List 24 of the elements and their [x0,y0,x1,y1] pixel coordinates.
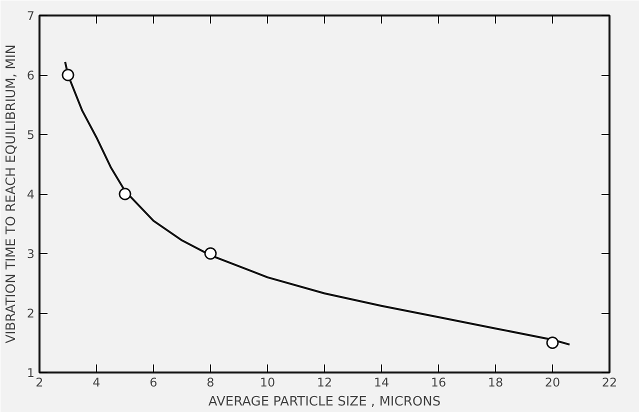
y-tick-label: 6 [26,68,35,82]
point [118,188,132,200]
x-tick-label: 8 [206,376,214,390]
x-tick-label: 22 [602,376,618,390]
x-tick-label: 20 [544,376,560,390]
y-tick-label: 5 [26,128,35,142]
y-axis-title: VIBRATION TIME TO REACH EQUILIBRIUM, MIN [4,44,19,344]
y-tick-label: 3 [26,247,35,261]
y-tick-label: 2 [26,306,35,320]
x-tick-label: 14 [374,376,390,390]
y-tick-label: 4 [26,188,35,202]
x-tick-label: 2 [36,376,44,390]
x-tick-label: 6 [150,376,158,390]
x-tick-label: 10 [260,376,276,390]
y-tick-label: 7 [26,9,35,23]
point [546,336,559,349]
y-tick-label: 1 [26,366,35,380]
x-tick-label: 4 [92,376,100,390]
point [62,68,74,82]
point [204,247,217,260]
x-axis-title: AVERAGE PARTICLE SIZE , MICRONS [208,394,441,410]
x-tick-label: 18 [488,376,504,390]
x-tick-label: 12 [316,376,332,390]
x-tick-label: 16 [430,376,446,390]
